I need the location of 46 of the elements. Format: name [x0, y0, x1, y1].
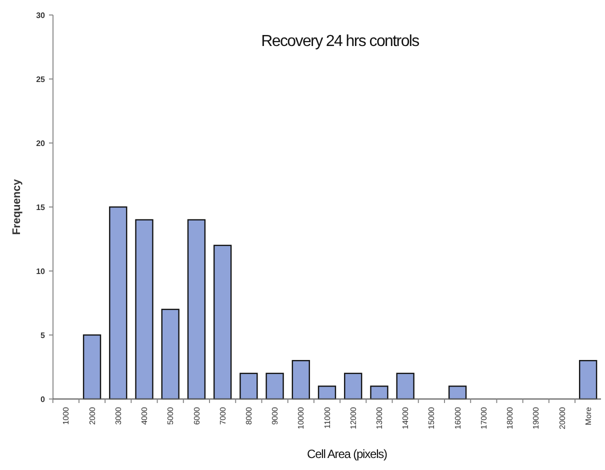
- bar: [370, 386, 388, 400]
- y-tick-label: 0: [40, 394, 46, 404]
- bar: [240, 372, 258, 400]
- x-tick-label: 4000: [140, 406, 150, 425]
- x-tick-label: 18000: [506, 406, 515, 430]
- bar: [266, 372, 284, 400]
- x-tick-label: 10000: [296, 406, 306, 430]
- x-tick-label: 14000: [401, 406, 410, 430]
- bar: [213, 244, 232, 400]
- y-axis-title: Frequency: [11, 178, 23, 235]
- x-tick-label: 19000: [532, 406, 541, 430]
- bar: [318, 386, 336, 400]
- bar: [109, 206, 128, 400]
- y-tick-label: 30: [36, 10, 46, 20]
- bar: [448, 386, 467, 400]
- y-tick-label: 10: [36, 266, 46, 276]
- x-tick-label: 16000: [453, 406, 462, 430]
- x-tick-label: 1000: [62, 406, 71, 425]
- text: Recovery 24 hrs controls: [261, 33, 420, 50]
- x-tick-label: 3000: [114, 406, 123, 425]
- x-tick-label: More: [584, 406, 593, 426]
- y-tick-label: 20: [36, 138, 46, 148]
- bar: [161, 308, 180, 400]
- bar: [578, 360, 598, 400]
- bar: [396, 372, 414, 400]
- x-tick-label: 5000: [166, 406, 176, 425]
- x-tick-label: 11000: [322, 406, 332, 429]
- x-tick-label: 15000: [427, 406, 436, 430]
- x-tick-label: 12000: [348, 406, 358, 430]
- x-tick-label: 17000: [479, 406, 488, 430]
- y-tick-label: 15: [36, 202, 46, 212]
- bar: [344, 372, 362, 400]
- bar: [292, 360, 310, 400]
- x-axis-title: Cell Area (pixels): [307, 447, 388, 461]
- y-tick-label: 5: [40, 330, 46, 340]
- bar: [187, 219, 206, 400]
- x-tick-label: 7000: [218, 406, 228, 425]
- x-tick-label: 6000: [192, 406, 202, 425]
- x-tick-label: 20000: [558, 406, 567, 430]
- x-tick-label: 9000: [270, 406, 280, 425]
- x-tick-label: 2000: [88, 406, 97, 425]
- bar: [82, 334, 102, 400]
- bar: [135, 219, 154, 400]
- x-tick-label: 13000: [375, 406, 384, 430]
- x-tick-label: 8000: [244, 406, 254, 425]
- y-tick-label: 25: [36, 74, 46, 84]
